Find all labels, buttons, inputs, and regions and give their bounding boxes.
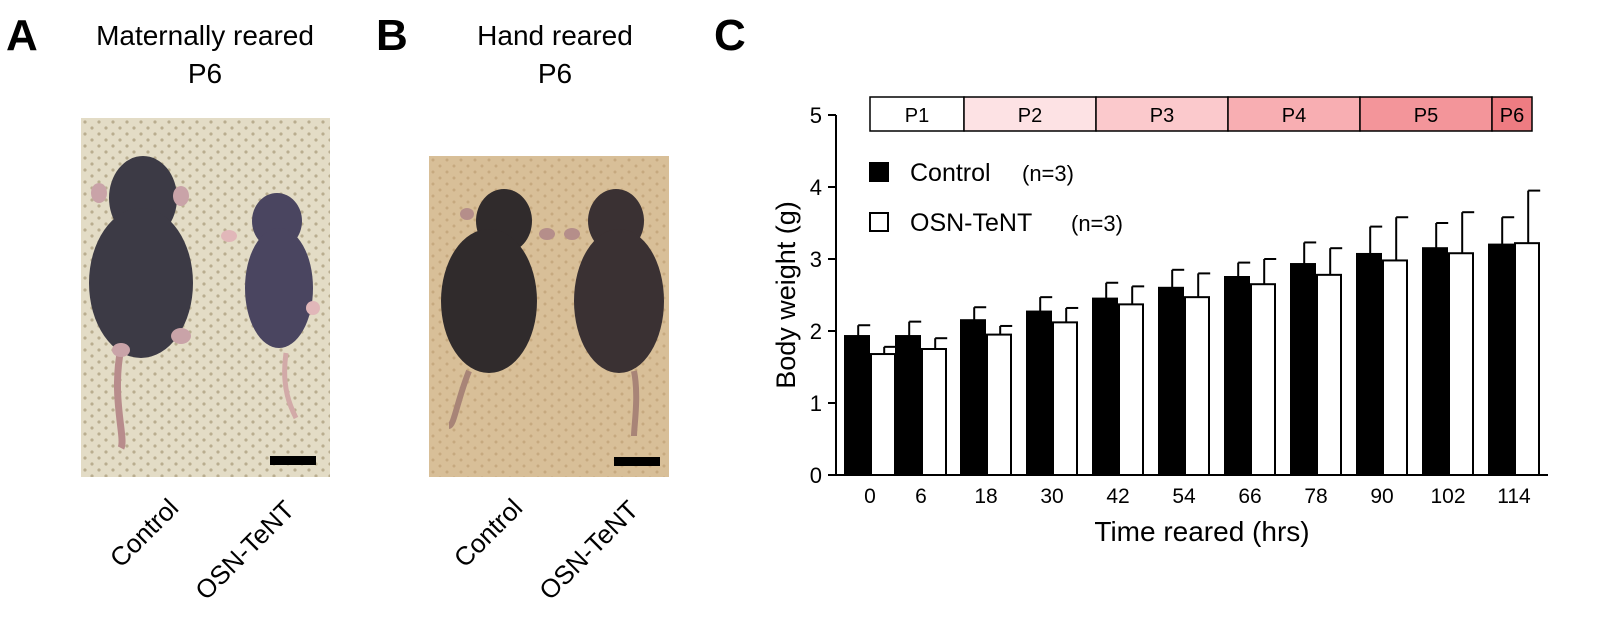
pup-control-a bbox=[89, 156, 193, 450]
stage-box-p4 bbox=[1227, 96, 1361, 132]
stage-label-p3: P3 bbox=[1150, 105, 1174, 127]
stage-label-p1: P1 bbox=[905, 105, 929, 127]
photo-maternally-reared bbox=[81, 118, 330, 477]
bar-control-30 bbox=[1026, 310, 1052, 476]
bar-control-18 bbox=[960, 319, 986, 477]
panel-b-title-line2: P6 bbox=[537, 58, 573, 89]
bar-control-42 bbox=[1092, 297, 1118, 476]
bar-osn-tent-78 bbox=[1316, 273, 1342, 476]
y-tick-label-4: 4 bbox=[810, 175, 822, 200]
legend-n-osn-tent: (n=3) bbox=[1071, 211, 1123, 236]
pup-tent-a bbox=[221, 193, 320, 420]
bar-osn-tent-42 bbox=[1118, 303, 1144, 476]
bar-control-78 bbox=[1290, 263, 1316, 477]
legend-swatch-osn-tent bbox=[869, 212, 889, 232]
panel-b-title: Hand reared P6 bbox=[430, 17, 680, 93]
bar-osn-tent-114 bbox=[1514, 242, 1540, 476]
y-tick-label-5: 5 bbox=[810, 103, 822, 128]
legend-n-control: (n=3) bbox=[1022, 161, 1074, 186]
pup-control-b bbox=[441, 189, 555, 429]
x-axis-label: Time reared (hrs) bbox=[1094, 516, 1309, 547]
stage-box-p1 bbox=[869, 96, 965, 132]
x-tick-label-102: 102 bbox=[1430, 485, 1465, 508]
label-b-control: Control bbox=[447, 492, 529, 574]
label-a-control: Control bbox=[103, 492, 185, 574]
x-tick-label-114: 114 bbox=[1497, 485, 1531, 508]
bar-control-0 bbox=[844, 335, 870, 477]
photo-hand-reared bbox=[429, 156, 669, 477]
bar-osn-tent-6 bbox=[921, 348, 947, 476]
bar-control-6 bbox=[895, 335, 921, 477]
legend-label-osn-tent: OSN-TeNT bbox=[910, 209, 1032, 237]
bar-control-66 bbox=[1224, 276, 1250, 476]
bar-osn-tent-102 bbox=[1448, 252, 1474, 476]
x-tick-label-90: 90 bbox=[1370, 485, 1393, 508]
x-tick-label-30: 30 bbox=[1040, 485, 1063, 508]
bar-osn-tent-18 bbox=[986, 333, 1012, 476]
x-tick-label-18: 18 bbox=[974, 485, 997, 508]
stage-label-p5: P5 bbox=[1414, 105, 1438, 127]
panel-b-title-line1: Hand reared bbox=[477, 20, 633, 51]
bar-osn-tent-30 bbox=[1052, 321, 1078, 476]
x-tick-label-42: 42 bbox=[1106, 485, 1129, 508]
x-tick-label-54: 54 bbox=[1172, 485, 1196, 508]
stage-box-p6 bbox=[1491, 96, 1533, 132]
bar-osn-tent-90 bbox=[1382, 259, 1408, 476]
label-a-osn-tent: OSN-TeNT bbox=[189, 494, 301, 606]
photo-a-illustration bbox=[81, 118, 330, 477]
panel-a-title-line2: P6 bbox=[187, 58, 223, 89]
pup-tent-b bbox=[564, 189, 664, 437]
stage-box-p3 bbox=[1095, 96, 1229, 132]
scale-bar-b bbox=[614, 457, 660, 466]
y-tick-label-0: 0 bbox=[810, 463, 822, 488]
panel-b-letter: B bbox=[376, 11, 408, 60]
panel-a-title: Maternally reared P6 bbox=[60, 17, 350, 93]
x-tick-label-66: 66 bbox=[1238, 485, 1261, 508]
legend-swatch-control bbox=[869, 162, 889, 182]
x-tick-label-78: 78 bbox=[1304, 485, 1327, 508]
bar-control-114 bbox=[1488, 243, 1514, 476]
stage-box-p2 bbox=[963, 96, 1097, 132]
stage-label-p2: P2 bbox=[1018, 105, 1042, 127]
y-tick-label-2: 2 bbox=[810, 319, 822, 344]
legend-label-control: Control bbox=[910, 159, 991, 187]
x-tick-label-6: 6 bbox=[915, 485, 927, 508]
stage-label-p6: P6 bbox=[1500, 105, 1524, 127]
panel-c-letter: C bbox=[714, 11, 746, 60]
bar-control-54 bbox=[1158, 286, 1184, 476]
panel-a-title-line1: Maternally reared bbox=[96, 20, 314, 51]
photo-b-illustration bbox=[429, 156, 669, 477]
body-weight-chart: P1 P2 P3 P4 P5 P6 0 1 2 3 4 5 Body weight (g) 0 6 18 30 4… bbox=[771, 96, 1548, 547]
y-axis-label: Body weight (g) bbox=[771, 201, 801, 389]
y-tick-label-1: 1 bbox=[810, 391, 822, 416]
bar-osn-tent-54 bbox=[1184, 296, 1210, 476]
bar-control-102 bbox=[1422, 247, 1448, 476]
bar-control-90 bbox=[1356, 252, 1382, 476]
y-tick-label-3: 3 bbox=[810, 247, 822, 272]
bar-osn-tent-66 bbox=[1250, 283, 1276, 477]
panel-a-letter: A bbox=[6, 11, 38, 60]
label-b-osn-tent: OSN-TeNT bbox=[533, 494, 645, 606]
bar-osn-tent-0 bbox=[870, 353, 896, 477]
x-tick-label-0: 0 bbox=[864, 485, 876, 508]
scale-bar-a bbox=[270, 456, 316, 465]
stage-label-p4: P4 bbox=[1282, 105, 1306, 127]
